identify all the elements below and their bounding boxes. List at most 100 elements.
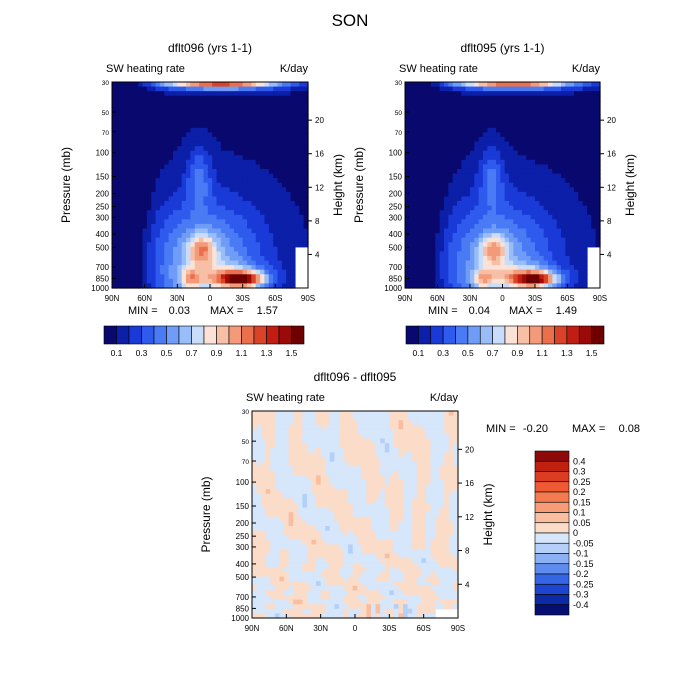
heatmap-cell [216,191,222,198]
heatmap-cell [569,237,575,243]
heatmap-cell [526,95,532,101]
heatmap-cell [306,452,313,458]
heatmap-cell [418,283,423,289]
heatmap-cell [543,86,549,92]
heatmap-cell [457,233,462,239]
heatmap-cell [273,205,279,211]
heatmap-cell [574,104,579,111]
heatmap-cell [316,535,322,541]
heatmap-cell [270,415,276,421]
heatmap-cell [294,155,300,161]
heatmap-cell [268,114,274,120]
heatmap-cell [212,100,218,106]
heatmap-cell [216,201,222,207]
heatmap-cell [552,274,558,280]
heatmap-cell [474,104,480,111]
heatmap-cell [405,228,410,234]
heatmap-cell [561,246,566,252]
heatmap-cell [329,585,335,591]
heatmap-cell [268,136,274,143]
heatmap-cell [302,553,308,559]
heatmap-cell [293,512,299,518]
heatmap-cell [199,269,205,275]
heatmap-cell [133,187,139,193]
heatmap-cell [491,242,497,248]
heatmap-cell [290,141,296,147]
heatmap-cell [509,82,514,88]
heatmap-cell [125,173,131,179]
heatmap-cell [426,146,432,152]
heatmap-cell [478,251,484,257]
heatmap-cell [133,155,139,161]
heatmap-cell [487,173,493,179]
heatmap-cell [286,136,292,143]
heatmap-cell [556,123,562,129]
heatmap-cell [186,265,191,271]
heatmap-cell [435,214,441,220]
heatmap-cell [439,109,445,115]
heatmap-cell [225,91,231,97]
heatmap-cell [225,265,231,271]
heatmap-cell [422,196,428,202]
heatmap-cell [552,150,558,156]
heatmap-cell [273,136,279,143]
heatmap-cell [306,567,313,573]
heatmap-cell [487,168,493,175]
heatmap-cell [168,210,174,216]
heatmap-cell [591,210,597,216]
heatmap-cell [348,562,354,568]
heatmap-cell [288,507,294,513]
heatmap-cell [444,255,449,262]
heatmap-cell [194,233,200,239]
heatmap-cell [306,608,313,614]
heatmap-cell [112,246,117,252]
heatmap-cell [242,127,248,133]
heatmap-cell [279,415,285,421]
heatmap-cell [225,255,231,262]
heatmap-cell [483,146,488,152]
heatmap-cell [413,132,419,138]
heatmap-cell [129,132,135,138]
heatmap-cell [435,168,441,175]
heatmap-cell [457,278,462,285]
heatmap-cell [426,118,432,124]
heatmap-cell [444,196,449,202]
heatmap-cell [517,136,523,143]
heatmap-cell [461,118,467,124]
heatmap-cell [483,274,488,280]
heatmap-cell [225,159,231,165]
heatmap-cell [168,201,174,207]
heatmap-cell [190,114,196,120]
heatmap-cell [422,168,428,175]
heatmap-cell [260,278,266,285]
heatmap-cell [578,205,584,211]
heatmap-cell [290,104,296,111]
heatmap-cell [247,146,252,152]
heatmap-cell [290,246,296,252]
heatmap-cell [284,438,290,444]
heatmap-cell [535,191,540,198]
heatmap-cell [203,187,209,193]
heatmap-cell [474,196,480,202]
heatmap-cell [303,109,309,115]
heatmap-cell [526,109,532,115]
heatmap-cell [212,219,218,225]
heatmap-cell [452,255,458,262]
heatmap-cell [491,178,497,184]
heatmap-cell [491,269,497,275]
heatmap-cell [522,265,527,271]
heatmap-cell [487,191,493,198]
heatmap-cell [216,104,222,111]
heatmap-cell [478,228,484,234]
heatmap-cell [164,109,170,115]
heatmap-cell [116,251,122,257]
heatmap-cell [329,567,335,573]
heatmap-cell [348,535,354,541]
heatmap-cell [168,164,174,170]
heatmap-cell [281,201,287,207]
heatmap-cell [290,187,296,193]
heatmap-cell [293,530,299,536]
heatmap-cell [238,155,244,161]
heatmap-cell [352,420,358,426]
